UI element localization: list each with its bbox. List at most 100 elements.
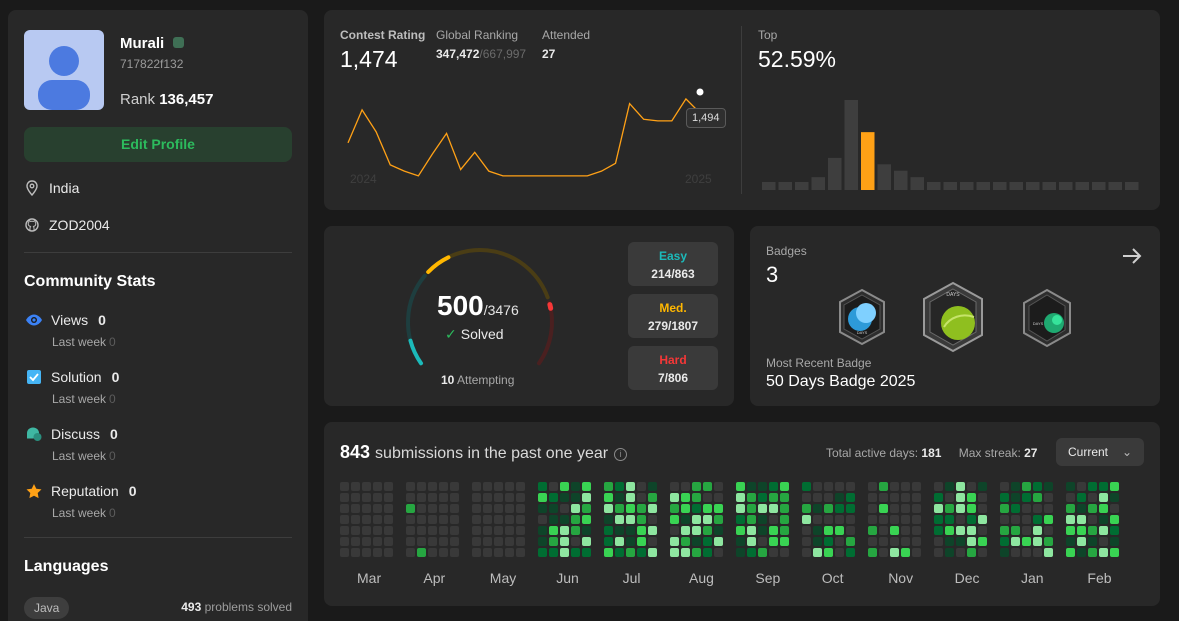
heatmap-cell	[505, 548, 514, 557]
global-ranking-total: /667,997	[479, 47, 527, 61]
month-label: Mar	[357, 570, 382, 586]
heatmap-cell	[868, 526, 877, 535]
distribution-bar	[1125, 182, 1139, 190]
heatmap-cell	[681, 482, 690, 491]
edit-profile-button[interactable]: Edit Profile	[24, 127, 292, 162]
heatmap-cell	[637, 482, 646, 491]
heatmap-cell	[758, 493, 767, 502]
heatmap-cell	[1000, 537, 1009, 546]
heatmap-cell	[967, 526, 976, 535]
heatmap-title-text: submissions in the past one year	[375, 445, 609, 462]
heatmap-cell	[681, 526, 690, 535]
heatmap-cell	[373, 504, 382, 513]
100-days-badge-icon[interactable]: DAYS	[1020, 288, 1074, 348]
active-days-label: Total active days:	[826, 446, 919, 460]
heatmap-cell	[549, 515, 558, 524]
language-tag[interactable]: Java	[24, 597, 70, 619]
month-label: Apr	[423, 570, 446, 586]
distribution-bar	[960, 182, 974, 190]
heatmap-cell	[571, 515, 580, 524]
heatmap-cell	[560, 482, 569, 491]
badges-label: Badges	[766, 244, 807, 258]
distribution-bar	[943, 182, 957, 190]
distribution-bar	[1059, 182, 1073, 190]
heatmap-cell	[890, 526, 899, 535]
heatmap-cell	[472, 537, 481, 546]
heatmap-cell	[703, 493, 712, 502]
rating-line	[347, 97, 701, 177]
heatmap-cell	[978, 537, 987, 546]
heatmap-cell	[934, 482, 943, 491]
heatmap-cell	[571, 548, 580, 557]
distribution-bar	[993, 182, 1007, 190]
stat-discuss: Discuss 0 Last week 0	[25, 426, 118, 463]
heatmap-cell	[340, 537, 349, 546]
heatmap-cell	[956, 515, 965, 524]
heatmap-cell	[670, 493, 679, 502]
heatmap-cell	[450, 493, 459, 502]
heatmap-cell	[802, 548, 811, 557]
stat-value: 0	[110, 426, 118, 442]
heatmap-cell	[428, 526, 437, 535]
heatmap-cell	[890, 537, 899, 546]
heatmap-cell	[703, 526, 712, 535]
heatmap-stats: Total active days: 181 Max streak: 27	[826, 446, 1051, 460]
heatmap-cell	[384, 537, 393, 546]
info-icon[interactable]: i	[614, 448, 628, 461]
heatmap-cell	[1011, 537, 1020, 546]
avatar[interactable]	[24, 30, 104, 110]
heatmap-cell	[703, 537, 712, 546]
github-link[interactable]: ZOD2004	[49, 217, 110, 233]
heatmap-cell	[450, 526, 459, 535]
heatmap-cell	[626, 493, 635, 502]
distribution-bar	[1026, 182, 1040, 190]
heatmap-cell	[670, 548, 679, 557]
heatmap-cell	[912, 482, 921, 491]
heatmap-cell	[1088, 515, 1097, 524]
heatmap-cell	[681, 515, 690, 524]
heatmap-cell	[406, 515, 415, 524]
heatmap-cell	[626, 482, 635, 491]
heatmap-cell	[1110, 548, 1119, 557]
solved-value: 500	[437, 290, 484, 321]
difficulty-medium[interactable]: Med. 279/1807	[628, 294, 718, 338]
arrow-right-icon[interactable]	[1120, 244, 1144, 268]
heatmap-cell	[824, 493, 833, 502]
heatmap-grid[interactable]	[340, 480, 1150, 566]
heatmap-cell	[516, 537, 525, 546]
heatmap-cell	[1044, 526, 1053, 535]
heatmap-cell	[362, 548, 371, 557]
difficulty-hard[interactable]: Hard 7/806	[628, 346, 718, 390]
heatmap-cell	[978, 548, 987, 557]
heatmap-cell	[692, 526, 701, 535]
rating-distribution-chart[interactable]	[760, 90, 1140, 190]
heatmap-cell	[483, 504, 492, 513]
solved-count: 500/3476	[437, 290, 519, 322]
top-label: Top	[758, 28, 778, 42]
year-select-dropdown[interactable]: Current ⌄	[1056, 438, 1144, 466]
heatmap-cell	[648, 482, 657, 491]
50-days-2025-badge-icon[interactable]: DAYS	[920, 281, 986, 353]
heatmap-cell	[868, 515, 877, 524]
heatmap-cell	[846, 537, 855, 546]
heatmap-cell	[560, 493, 569, 502]
distribution-bar	[1009, 182, 1023, 190]
github-row[interactable]: ZOD2004	[25, 217, 110, 233]
heatmap-cell	[626, 548, 635, 557]
user-name: Murali	[120, 35, 165, 52]
rating-label: Contest Rating	[340, 28, 426, 42]
heatmap-cell	[835, 548, 844, 557]
heatmap-cell	[494, 493, 503, 502]
heatmap-cell	[945, 515, 954, 524]
heatmap-cell	[736, 515, 745, 524]
rating-line-chart[interactable]	[340, 80, 730, 190]
heatmap-cell	[626, 526, 635, 535]
heatmap-cell	[340, 515, 349, 524]
heatmap-cell	[538, 515, 547, 524]
difficulty-easy[interactable]: Easy 214/863	[628, 242, 718, 286]
solved-label-text: Solved	[460, 326, 504, 342]
profile-sidebar: Murali 717822f132 Rank 136,457 Edit Prof…	[8, 10, 308, 621]
heatmap-cell	[472, 482, 481, 491]
50-days-2024-badge-icon[interactable]: DAYS	[836, 288, 888, 346]
heatmap-cell	[582, 515, 591, 524]
